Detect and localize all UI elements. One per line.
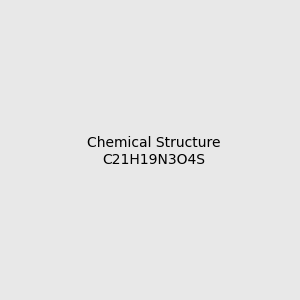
Text: Chemical Structure
C21H19N3O4S: Chemical Structure C21H19N3O4S (87, 136, 220, 166)
